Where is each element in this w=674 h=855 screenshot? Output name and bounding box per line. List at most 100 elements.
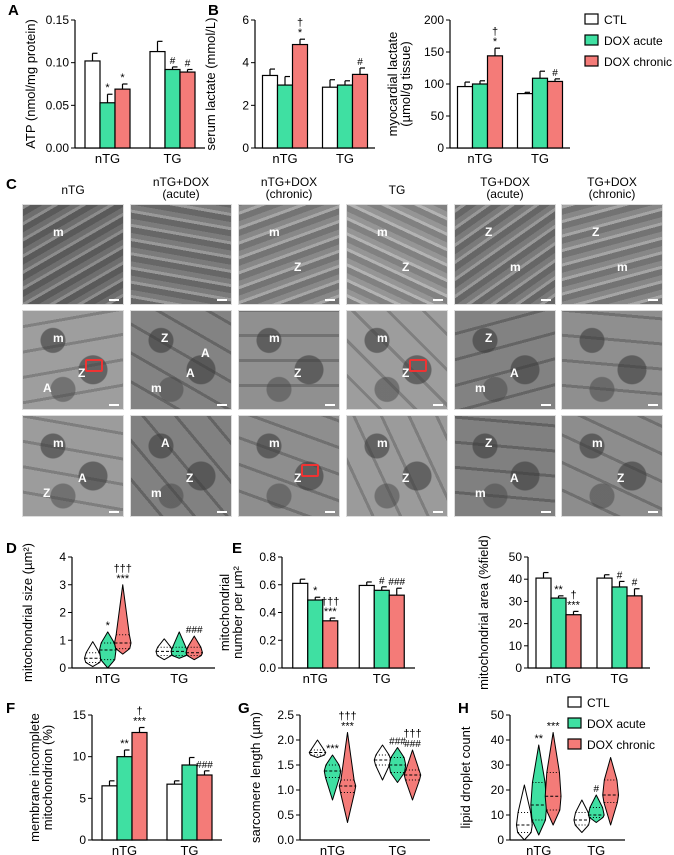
x-tick-label: nTG bbox=[272, 151, 297, 166]
bar bbox=[535, 577, 552, 669]
em-column-header: nTG+DOX (acute) bbox=[130, 176, 232, 200]
x-tick-label: nTG bbox=[546, 671, 571, 686]
bar bbox=[550, 597, 567, 669]
violin bbox=[185, 635, 203, 661]
violin bbox=[388, 747, 407, 783]
y-tick-label: 20 bbox=[491, 783, 505, 797]
legend-label: DOX chronic bbox=[587, 738, 655, 752]
scale-bar bbox=[433, 299, 443, 301]
x-tick-label: TG bbox=[388, 843, 406, 855]
x-tick-label: nTG bbox=[95, 151, 120, 166]
legend-swatch bbox=[584, 34, 599, 46]
legend-label: DOX chronic bbox=[604, 55, 672, 69]
em-structure-label: A bbox=[78, 471, 87, 485]
legend-swatch bbox=[567, 738, 582, 750]
bar bbox=[307, 599, 324, 669]
panel-letter-c: C bbox=[6, 176, 17, 193]
legend-label: CTL bbox=[587, 696, 610, 710]
bar bbox=[164, 68, 181, 149]
em-structure-label: A bbox=[510, 366, 519, 380]
y-tick-label: 150 bbox=[424, 45, 444, 59]
y-tick-label: 10 bbox=[491, 808, 505, 822]
y-tick-label: 0.0 bbox=[259, 661, 276, 675]
panel-letter-d: D bbox=[6, 540, 17, 557]
y-tick-label: 5 bbox=[79, 791, 86, 805]
y-tick-label: 4 bbox=[242, 56, 249, 70]
em-image bbox=[561, 310, 663, 410]
em-header-line: (acute) bbox=[162, 187, 200, 201]
significance-mark: *** bbox=[133, 716, 147, 728]
em-structure-label: Z bbox=[485, 225, 493, 239]
scale-bar bbox=[648, 299, 658, 301]
em-header-line: (chronic) bbox=[588, 187, 636, 201]
bar bbox=[114, 88, 131, 149]
significance-mark: * bbox=[120, 72, 125, 84]
significance-mark: *** bbox=[547, 721, 561, 733]
em-structure-label: Z bbox=[617, 471, 625, 485]
y-tick-label: 1 bbox=[59, 633, 66, 647]
significance-mark: *** bbox=[567, 599, 581, 611]
bar bbox=[336, 84, 354, 149]
significance-mark: # bbox=[185, 58, 191, 69]
em-column-header: TG+DOX (acute) bbox=[454, 176, 556, 200]
y-tick-label: 2.5 bbox=[277, 708, 294, 722]
em-structure-label: m bbox=[617, 260, 628, 274]
em-structure-label: Z bbox=[186, 471, 194, 485]
significance-mark: # bbox=[170, 56, 176, 67]
em-structure-label: m bbox=[269, 225, 280, 239]
violin bbox=[114, 584, 132, 655]
em-structure-label: Z bbox=[294, 471, 302, 485]
y-tick-label: 0 bbox=[242, 141, 249, 155]
significance-mark: * bbox=[313, 585, 318, 597]
x-tick-label: TG bbox=[531, 151, 549, 166]
em-structure-label: m bbox=[475, 486, 486, 500]
em-structure-label: A bbox=[510, 471, 519, 485]
bar bbox=[322, 620, 339, 669]
bar bbox=[261, 74, 279, 149]
bar bbox=[291, 43, 309, 149]
scale-bar bbox=[109, 404, 119, 406]
scale-bar bbox=[217, 511, 227, 513]
y-tick-label: 40 bbox=[509, 572, 523, 586]
scale-bar bbox=[541, 511, 551, 513]
legend-label: DOX acute bbox=[604, 34, 663, 48]
scale-bar bbox=[648, 511, 658, 513]
em-image: m A Z bbox=[22, 415, 124, 517]
legend: CTL DOX acute DOX chronic bbox=[567, 696, 655, 752]
x-tick-label: nTG bbox=[526, 843, 551, 855]
y-axis-label: number per µm² bbox=[230, 565, 245, 658]
em-structure-label: Z bbox=[402, 471, 410, 485]
x-tick-label: TG bbox=[170, 671, 188, 686]
chart-1: 0 2 4 6 serum lactate (mmol/L) nTG TG *† # bbox=[203, 13, 375, 166]
x-tick-label: nTG bbox=[467, 151, 492, 166]
em-structure-label: m bbox=[269, 436, 280, 450]
significance-mark: *** bbox=[326, 743, 340, 755]
x-tick-label: TG bbox=[373, 671, 391, 686]
em-structure-label: m bbox=[53, 225, 64, 239]
panel-letter-e: E bbox=[232, 540, 243, 557]
significance-mark: * bbox=[298, 27, 303, 39]
em-structure-label: m bbox=[475, 381, 486, 395]
y-tick-label: 20 bbox=[509, 617, 523, 631]
em-column-header: nTG bbox=[22, 184, 124, 196]
y-tick-label: 0.00 bbox=[46, 141, 70, 155]
bar bbox=[276, 84, 294, 149]
significance-mark: † bbox=[136, 706, 142, 718]
y-tick-label: 10 bbox=[73, 750, 87, 764]
x-tick-label: nTG bbox=[95, 671, 120, 686]
significance-mark: ** bbox=[120, 738, 129, 750]
em-structure-label: m bbox=[592, 436, 603, 450]
y-tick-label: 2 bbox=[242, 98, 249, 112]
bar bbox=[516, 92, 534, 149]
em-structure-label: A bbox=[201, 346, 210, 360]
y-tick-label: 40 bbox=[491, 733, 505, 747]
y-axis-label: mitochondrial area (%field) bbox=[476, 535, 491, 690]
em-structure-label: m bbox=[377, 331, 388, 345]
em-header-line: TG+DOX bbox=[480, 175, 530, 189]
y-tick-label: 0.6 bbox=[259, 578, 276, 592]
